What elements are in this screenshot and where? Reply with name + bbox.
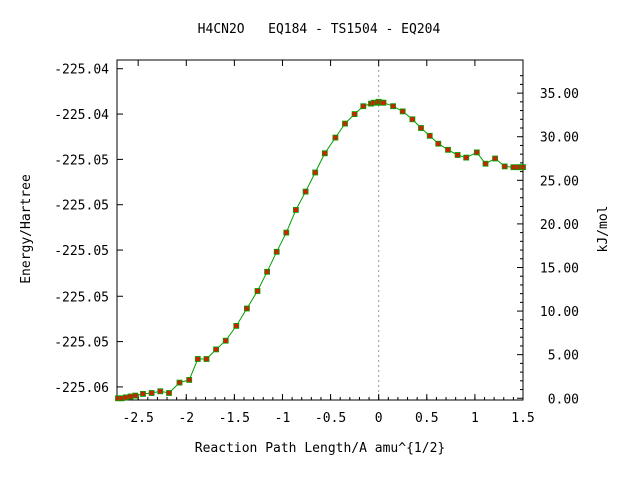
data-point <box>186 376 193 383</box>
data-point <box>273 248 280 255</box>
data-point <box>463 154 470 161</box>
series-line <box>118 101 523 399</box>
data-point <box>283 229 290 236</box>
left-tick-label: -225.05 <box>54 244 109 259</box>
right-tick-label: 15.00 <box>540 261 579 276</box>
left-tick-label: -225.04 <box>54 63 109 78</box>
data-point <box>148 390 155 396</box>
right-tick-label: 25.00 <box>540 174 579 189</box>
data-point <box>445 146 451 153</box>
data-point <box>302 188 309 195</box>
data-point <box>399 108 406 115</box>
data-point <box>166 390 172 396</box>
data-point <box>332 134 339 141</box>
right-tick-label: 35.00 <box>540 87 579 102</box>
chart-title: H4CN2O EQ184 - TS1504 - EQ204 <box>198 22 441 37</box>
data-point <box>140 390 146 397</box>
x-tick-label: -1.5 <box>219 411 250 426</box>
data-point <box>176 379 183 386</box>
data-point <box>360 103 367 110</box>
right-axis: 0.00 5.00 10.00 15.00 20.00 25.00 30.00 35.00 <box>517 75 579 407</box>
data-point <box>321 150 328 157</box>
data-point <box>243 305 250 312</box>
data-point <box>127 393 134 400</box>
data-point <box>292 206 299 213</box>
data-point <box>254 288 261 294</box>
data-point <box>312 169 319 176</box>
x-tick-label: 1.5 <box>511 411 534 426</box>
data-point <box>473 149 480 156</box>
data-point <box>380 99 387 106</box>
left-axis: -225.04 -225.04 -225.05 -225.05 -225.05 -225.… <box>54 63 123 396</box>
data-point <box>409 116 416 123</box>
right-tick-label: 0.00 <box>548 392 579 407</box>
data-point <box>454 152 461 158</box>
x-tick-label: 0.5 <box>415 411 438 426</box>
data-point <box>132 392 139 399</box>
right-tick-label: 30.00 <box>540 131 579 146</box>
x-axis: -2.5 -2 -1.5 -1 -0.5 0 0.5 1 1.5 <box>123 60 535 426</box>
data-point <box>510 164 517 171</box>
x-tick-label: -2 <box>178 411 194 426</box>
left-tick-label: -225.05 <box>54 153 109 168</box>
data-point <box>520 164 526 171</box>
x-tick-label: 1 <box>471 411 479 426</box>
series-markers <box>115 98 526 402</box>
x-axis-label: Reaction Path Length/A amu^{1/2} <box>195 441 445 456</box>
data-point <box>390 103 397 110</box>
data-point <box>482 160 489 167</box>
data-point <box>233 322 240 329</box>
data-point <box>222 337 229 344</box>
left-tick-label: -225.06 <box>54 381 109 396</box>
right-tick-label: 5.00 <box>548 349 579 364</box>
right-tick-label: 10.00 <box>540 305 579 320</box>
data-point <box>194 356 201 362</box>
left-tick-label: -225.05 <box>54 199 109 214</box>
data-point <box>213 346 220 353</box>
data-point <box>492 155 499 162</box>
data-point <box>418 125 424 131</box>
left-tick-label: -225.05 <box>54 336 109 351</box>
data-point <box>351 111 358 117</box>
data-point <box>157 388 164 395</box>
right-axis-label: kJ/mol <box>596 206 611 253</box>
data-point <box>122 394 129 401</box>
x-tick-label: -2.5 <box>123 411 154 426</box>
left-tick-label: -225.05 <box>54 290 109 305</box>
x-tick-label: -0.5 <box>315 411 346 426</box>
x-tick-label: 0 <box>375 411 383 426</box>
plot-frame <box>116 59 524 401</box>
left-axis-label: Energy/Hartree <box>19 174 34 284</box>
data-point <box>203 356 210 362</box>
data-point <box>501 163 508 170</box>
right-tick-label: 20.00 <box>540 218 579 233</box>
data-point <box>435 140 442 147</box>
left-tick-label: -225.04 <box>54 108 109 123</box>
x-tick-label: -1 <box>275 411 291 426</box>
data-point <box>342 120 348 127</box>
data-point <box>426 132 433 139</box>
data-point <box>264 268 271 275</box>
